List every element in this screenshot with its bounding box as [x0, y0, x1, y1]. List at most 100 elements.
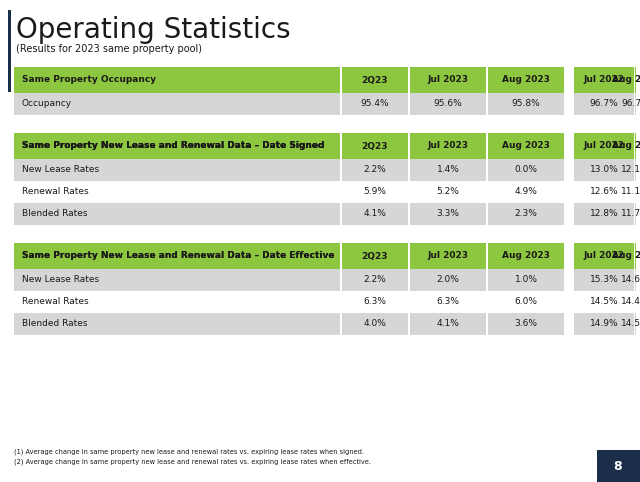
Bar — [488, 243, 564, 269]
Bar — [488, 269, 564, 291]
Text: 4.0%: 4.0% — [364, 320, 387, 329]
Text: 95.8%: 95.8% — [511, 99, 540, 108]
Text: 2.2%: 2.2% — [364, 276, 387, 284]
Bar — [488, 203, 564, 225]
Text: Aug 2023: Aug 2023 — [502, 76, 550, 84]
Text: 5.2%: 5.2% — [436, 187, 460, 197]
Text: 2.3%: 2.3% — [515, 210, 538, 218]
Bar — [342, 159, 408, 181]
Text: 12.1%: 12.1% — [621, 165, 640, 174]
Text: 11.7%: 11.7% — [621, 210, 640, 218]
Bar — [342, 133, 408, 159]
Bar — [574, 133, 634, 159]
Bar — [635, 243, 636, 269]
Text: 14.9%: 14.9% — [589, 320, 618, 329]
Text: Same Property New Lease and Renewal Data – Date Effective: Same Property New Lease and Renewal Data… — [22, 252, 335, 260]
Bar — [14, 291, 340, 313]
Bar — [635, 159, 636, 181]
Text: Aug 2022: Aug 2022 — [612, 142, 640, 150]
Text: 5.9%: 5.9% — [364, 187, 387, 197]
Text: 3.6%: 3.6% — [515, 320, 538, 329]
Bar — [14, 93, 340, 115]
Text: 1.0%: 1.0% — [515, 276, 538, 284]
Text: 2Q23: 2Q23 — [362, 252, 388, 260]
Text: 2.0%: 2.0% — [436, 276, 460, 284]
Bar — [342, 269, 408, 291]
Bar — [635, 67, 636, 93]
Text: 14.5%: 14.5% — [621, 320, 640, 329]
Bar — [635, 269, 636, 291]
Bar — [342, 243, 408, 269]
Text: Same Property New Lease and Renewal Data – Date Effective: Same Property New Lease and Renewal Data… — [22, 252, 335, 260]
Text: Aug 2023: Aug 2023 — [502, 142, 550, 150]
Text: 2Q23: 2Q23 — [362, 142, 388, 150]
Text: 6.3%: 6.3% — [364, 297, 387, 307]
Bar — [488, 181, 564, 203]
Text: 6.0%: 6.0% — [515, 297, 538, 307]
Text: Jul 2023: Jul 2023 — [428, 76, 468, 84]
Text: 14.4%: 14.4% — [621, 297, 640, 307]
Bar — [574, 269, 634, 291]
Bar — [597, 450, 640, 482]
Text: 2Q23: 2Q23 — [362, 76, 388, 84]
Text: Same Property New Lease and Renewal Data – Date Signed(1): Same Property New Lease and Renewal Data… — [22, 142, 339, 150]
Bar — [14, 133, 340, 159]
Text: 14.6%: 14.6% — [621, 276, 640, 284]
Text: Operating Statistics: Operating Statistics — [16, 16, 291, 44]
Bar — [574, 203, 634, 225]
Bar — [410, 243, 486, 269]
Text: (1) Average change in same property new lease and renewal rates vs. expiring lea: (1) Average change in same property new … — [14, 449, 364, 455]
Bar — [410, 159, 486, 181]
Text: Same Property New Lease and Renewal Data – Date Signed: Same Property New Lease and Renewal Data… — [22, 142, 324, 150]
Bar — [14, 181, 340, 203]
Bar — [14, 203, 340, 225]
Bar — [410, 67, 486, 93]
Bar — [410, 313, 486, 335]
Text: 3.3%: 3.3% — [436, 210, 460, 218]
Text: 4.9%: 4.9% — [515, 187, 538, 197]
Text: 15.3%: 15.3% — [589, 276, 618, 284]
Text: 12.6%: 12.6% — [589, 187, 618, 197]
Text: Same Property New Lease and Renewal Data – Date Signed: Same Property New Lease and Renewal Data… — [22, 142, 324, 150]
Bar — [8, 10, 11, 92]
Text: Aug 2023: Aug 2023 — [502, 252, 550, 260]
Bar — [14, 243, 340, 269]
Bar — [488, 67, 564, 93]
Text: Aug 2022: Aug 2022 — [612, 252, 640, 260]
Text: 4.1%: 4.1% — [436, 320, 460, 329]
Bar — [342, 93, 408, 115]
Text: 0.0%: 0.0% — [515, 165, 538, 174]
Bar — [574, 67, 634, 93]
Text: 95.6%: 95.6% — [434, 99, 462, 108]
Bar — [635, 313, 636, 335]
Bar — [410, 203, 486, 225]
Text: Jul 2022: Jul 2022 — [584, 76, 625, 84]
Text: 96.7%: 96.7% — [621, 99, 640, 108]
Bar — [410, 291, 486, 313]
Bar — [342, 67, 408, 93]
Bar — [488, 159, 564, 181]
Text: Blended Rates: Blended Rates — [22, 210, 88, 218]
Bar — [488, 291, 564, 313]
Bar — [410, 181, 486, 203]
Text: Jul 2022: Jul 2022 — [584, 252, 625, 260]
Bar — [410, 133, 486, 159]
Bar — [574, 181, 634, 203]
Text: New Lease Rates: New Lease Rates — [22, 276, 99, 284]
Text: 6.3%: 6.3% — [436, 297, 460, 307]
Bar — [635, 133, 636, 159]
Text: 14.5%: 14.5% — [589, 297, 618, 307]
Bar — [342, 291, 408, 313]
Text: Renewal Rates: Renewal Rates — [22, 187, 88, 197]
Bar — [574, 159, 634, 181]
Bar — [14, 159, 340, 181]
Text: 13.0%: 13.0% — [589, 165, 618, 174]
Bar — [410, 93, 486, 115]
Bar — [574, 243, 634, 269]
Text: Occupancy: Occupancy — [22, 99, 72, 108]
Bar — [635, 203, 636, 225]
Text: (Results for 2023 same property pool): (Results for 2023 same property pool) — [16, 44, 202, 54]
Bar — [574, 93, 634, 115]
Text: (2) Average change in same property new lease and renewal rates vs. expiring lea: (2) Average change in same property new … — [14, 459, 371, 465]
Bar — [635, 93, 636, 115]
